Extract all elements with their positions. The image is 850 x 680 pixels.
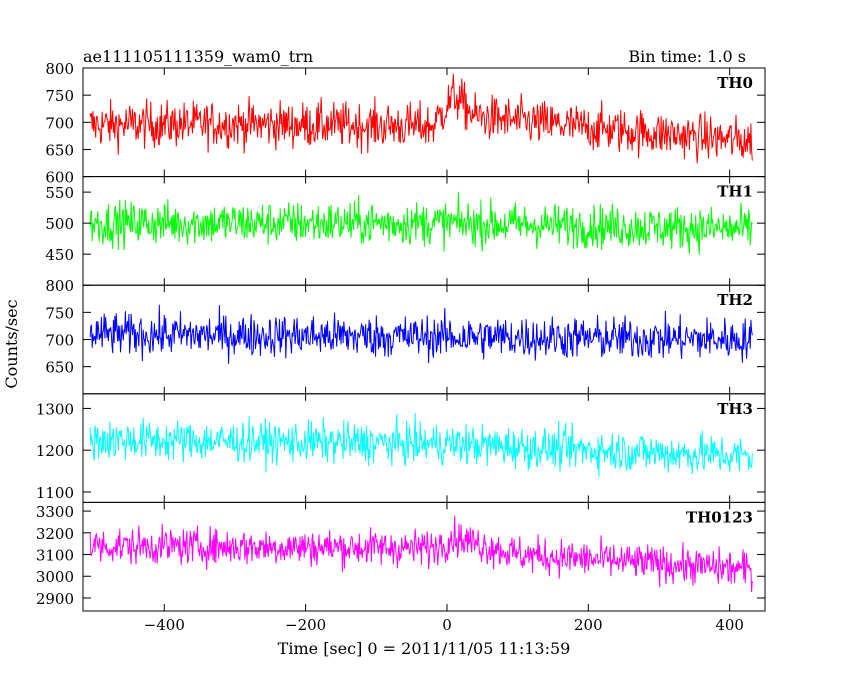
- y-tick-label: 750: [45, 87, 74, 105]
- series-name-th2: TH2: [717, 291, 753, 309]
- panels-group: 600 650 700 750 800 TH0 450 500 550 TH1 650 700 750 8…: [36, 60, 766, 634]
- y-axis-label: Counts/sec: [2, 299, 21, 388]
- y-tick-label: 800: [45, 60, 74, 78]
- series-line-th0: [89, 73, 753, 164]
- x-axis-label: Time [sec] 0 = 2011/11/05 11:13:59: [278, 639, 571, 658]
- chart-title: ae111105111359_wam0_trn: [83, 47, 313, 66]
- y-tick-label: 650: [45, 141, 74, 159]
- series-line-th3: [89, 413, 753, 478]
- y-tick-label: 650: [45, 359, 74, 377]
- series-line-th2: [89, 304, 753, 364]
- series-name-th3: TH3: [717, 400, 753, 418]
- x-tick-label: 0: [442, 616, 452, 634]
- x-tick-label: −200: [285, 616, 326, 634]
- y-tick-label: 750: [45, 304, 74, 322]
- y-tick-label: 1300: [36, 400, 74, 418]
- series-name-th1: TH1: [717, 183, 753, 201]
- series-line-th1: [89, 191, 753, 255]
- y-tick-label: 2900: [36, 590, 74, 608]
- panel-th0123: 2900 3000 3100 3200 3300 TH0123: [36, 501, 766, 612]
- y-tick-label: 3300: [36, 503, 74, 521]
- y-tick-label: 3000: [36, 568, 74, 586]
- panel-th2: 650 700 750 800 TH2: [45, 277, 766, 395]
- y-tick-label: 450: [45, 246, 74, 264]
- y-tick-label: 3100: [36, 547, 74, 565]
- panel-frame: [82, 501, 766, 612]
- y-tick-label: 1200: [36, 442, 74, 460]
- x-tick-label: 200: [574, 616, 603, 634]
- y-tick-label: 700: [45, 114, 74, 132]
- y-tick-label: 600: [45, 169, 74, 187]
- y-tick-label: 800: [45, 277, 74, 295]
- x-tick-label: −400: [144, 616, 185, 634]
- panel-th0: 600 650 700 750 800 TH0: [45, 60, 766, 187]
- panel-th1: 450 500 550 TH1: [45, 176, 766, 286]
- y-tick-label: 550: [45, 184, 74, 202]
- bin-time-label: Bin time: 1.0 s: [628, 47, 746, 66]
- panel-th3: 1100 1200 1300 TH3: [36, 393, 766, 503]
- y-tick-label: 500: [45, 215, 74, 233]
- y-tick-label: 700: [45, 332, 74, 350]
- series-name-th0123: TH0123: [686, 508, 753, 526]
- y-tick-label: 3200: [36, 525, 74, 543]
- series-name-th0: TH0: [717, 74, 753, 92]
- y-tick-label: 1100: [36, 484, 74, 502]
- x-tick-label: 400: [715, 616, 744, 634]
- series-line-th0123: [89, 515, 753, 593]
